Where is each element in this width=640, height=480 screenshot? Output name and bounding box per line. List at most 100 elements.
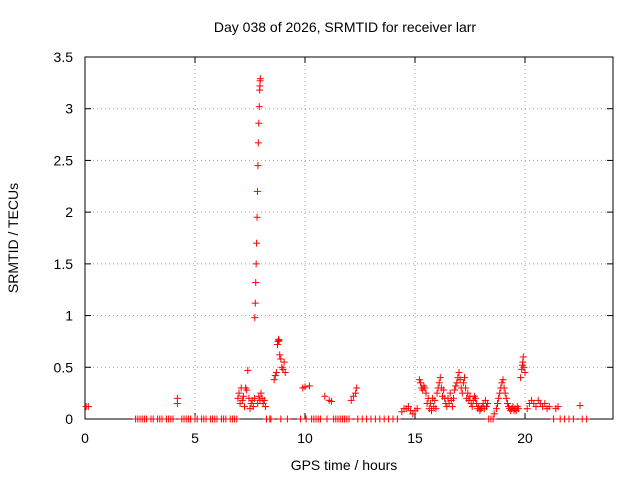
data-point <box>238 396 246 404</box>
x-tick-label: 0 <box>81 430 89 446</box>
y-tick-label: 0.5 <box>54 359 74 375</box>
data-point <box>327 397 335 405</box>
data-point <box>347 396 355 404</box>
data-point <box>436 374 444 382</box>
data-point <box>241 403 248 411</box>
data-point <box>276 351 284 359</box>
data-point <box>452 382 460 390</box>
data-point <box>501 389 509 397</box>
data-point <box>483 403 490 411</box>
data-point <box>421 384 429 392</box>
data-point <box>456 376 464 384</box>
data-point <box>256 75 264 83</box>
data-point <box>243 386 251 394</box>
data-point <box>413 405 421 413</box>
data-point <box>489 415 497 423</box>
y-tick-label: 3 <box>65 101 73 117</box>
y-tick-label: 2.5 <box>54 152 74 168</box>
data-point <box>503 399 511 407</box>
data-point <box>569 415 577 423</box>
y-tick-label: 1 <box>65 308 73 324</box>
data-point <box>448 403 456 411</box>
data-point <box>261 403 269 411</box>
data-point <box>451 386 459 394</box>
data-point <box>270 376 278 384</box>
data-point <box>462 384 470 392</box>
data-point <box>274 341 281 349</box>
x-tick-label: 10 <box>297 430 313 446</box>
data-point <box>415 376 423 384</box>
y-tick-label: 0 <box>65 411 73 427</box>
data-point <box>244 366 252 374</box>
y-tick-label: 2 <box>65 204 73 220</box>
data-point <box>554 403 562 411</box>
data-point <box>257 389 265 397</box>
data-point <box>519 353 527 361</box>
data-point <box>252 278 260 286</box>
data-point <box>576 402 584 410</box>
data-point <box>532 403 540 411</box>
data-point <box>417 379 424 387</box>
data-point <box>428 407 435 415</box>
data-point <box>254 139 262 147</box>
tick-labels: 0 5 10 15 20 0 0.5 1 1.5 2 2.5 3 3.5 <box>54 49 533 446</box>
data-point <box>433 389 441 397</box>
data-point <box>450 394 457 402</box>
data-point <box>472 394 479 402</box>
data-point <box>233 415 241 423</box>
axis-ticks <box>84 56 613 420</box>
data-point <box>514 405 522 413</box>
data-point <box>249 403 257 411</box>
data-point <box>323 415 331 423</box>
data-point <box>541 399 549 407</box>
data-point <box>432 405 440 413</box>
data-point <box>260 396 268 404</box>
data-point <box>498 379 506 387</box>
data-point <box>521 368 529 376</box>
data-point <box>283 415 291 423</box>
data-point <box>271 372 279 380</box>
data-point <box>239 392 247 400</box>
data-point <box>280 358 288 366</box>
data-point <box>254 162 262 170</box>
data-point <box>277 415 285 423</box>
data-point <box>453 379 461 387</box>
y-tick-label: 3.5 <box>54 49 74 65</box>
data-point <box>484 399 492 407</box>
data-point <box>422 389 430 397</box>
data-point <box>494 399 501 407</box>
data-point <box>173 394 181 402</box>
data-point <box>404 403 412 411</box>
data-point <box>250 394 258 402</box>
data-point <box>305 382 313 390</box>
x-tick-label: 20 <box>517 430 533 446</box>
data-point <box>440 386 448 394</box>
data-point <box>550 415 558 423</box>
data-point <box>492 405 500 413</box>
x-tick-label: 5 <box>191 430 199 446</box>
data-point <box>267 415 275 423</box>
grid <box>85 57 613 419</box>
data-points <box>82 75 591 423</box>
data-point <box>352 389 360 397</box>
data-point <box>251 314 259 322</box>
data-point <box>499 376 507 384</box>
data-point <box>253 239 261 247</box>
data-point <box>235 389 243 397</box>
data-point <box>435 379 443 387</box>
data-point <box>316 415 324 423</box>
data-point <box>461 374 468 382</box>
data-point <box>502 394 510 402</box>
data-point <box>459 379 467 387</box>
data-point <box>393 415 401 423</box>
y-axis-label: SRMTID / TECUs <box>5 183 21 293</box>
data-point <box>545 403 553 411</box>
data-point <box>446 389 454 397</box>
data-point <box>301 383 309 391</box>
data-point <box>253 187 261 195</box>
data-point <box>500 384 508 392</box>
x-axis-label: GPS time / hours <box>291 457 398 473</box>
data-point <box>345 415 353 423</box>
data-point <box>253 213 261 221</box>
